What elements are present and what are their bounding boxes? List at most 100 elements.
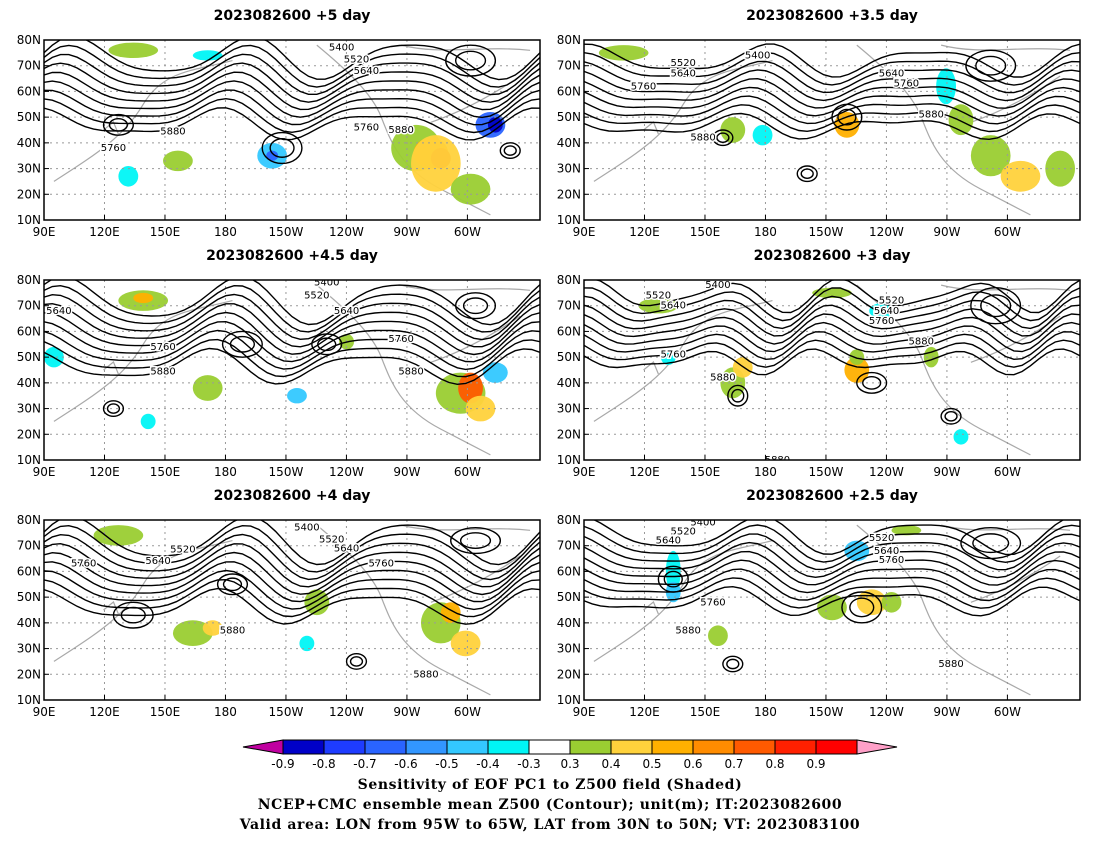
longitude-tick-label: 90W bbox=[933, 465, 960, 479]
longitude-tick-label: 90E bbox=[33, 705, 56, 719]
contour-label: 5640 bbox=[661, 301, 686, 312]
latitude-tick-label: 80N bbox=[17, 513, 41, 527]
longitude-tick-label: 60W bbox=[454, 465, 481, 479]
panel-title: 2023082600 +4 day bbox=[214, 488, 371, 504]
longitude-tick-label: 150E bbox=[150, 705, 181, 719]
contour-label: 5640 bbox=[145, 556, 170, 567]
colorbar-swatch bbox=[856, 739, 898, 755]
longitude-tick-label: 150W bbox=[269, 705, 304, 719]
contour-label: 5400 bbox=[329, 43, 354, 54]
colorbar-swatch bbox=[610, 739, 653, 755]
latitude-tick-label: 20N bbox=[557, 187, 581, 201]
latitude-tick-label: 10N bbox=[17, 213, 41, 227]
contour-label: 5400 bbox=[314, 278, 339, 289]
latitude-tick-label: 70N bbox=[17, 59, 41, 73]
latitude-tick-label: 70N bbox=[557, 539, 581, 553]
longitude-tick-label: 180 bbox=[214, 465, 237, 479]
latitude-tick-label: 50N bbox=[557, 350, 581, 364]
latitude-tick-label: 70N bbox=[17, 299, 41, 313]
contour-label: 5880 bbox=[160, 126, 185, 137]
latitude-tick-label: 10N bbox=[557, 213, 581, 227]
contour-label: 5640 bbox=[874, 306, 899, 317]
longitude-tick-label: 150W bbox=[809, 225, 844, 239]
colorbar-swatch bbox=[405, 739, 448, 755]
contour-label: 5880 bbox=[918, 110, 943, 121]
latitude-tick-label: 10N bbox=[17, 693, 41, 707]
colorbar-swatch bbox=[651, 739, 694, 755]
latitude-tick-label: 20N bbox=[17, 187, 41, 201]
colorbar-swatch bbox=[242, 739, 284, 755]
longitude-tick-label: 150E bbox=[150, 465, 181, 479]
latitude-tick-label: 40N bbox=[17, 376, 41, 390]
latitude-tick-label: 30N bbox=[17, 402, 41, 416]
latitude-tick-label: 10N bbox=[557, 453, 581, 467]
latitude-tick-label: 10N bbox=[557, 693, 581, 707]
latitude-tick-label: 70N bbox=[557, 59, 581, 73]
colorbar-swatch bbox=[569, 739, 612, 755]
longitude-tick-label: 120W bbox=[869, 465, 904, 479]
contour-label: 5760 bbox=[894, 79, 919, 90]
colorbar-swatch bbox=[733, 739, 776, 755]
colorbar-label: 0.8 bbox=[765, 757, 784, 771]
latitude-tick-label: 60N bbox=[17, 84, 41, 98]
longitude-tick-label: 60W bbox=[454, 705, 481, 719]
longitude-tick-label: 60W bbox=[994, 705, 1021, 719]
longitude-tick-label: 150E bbox=[690, 225, 721, 239]
longitude-tick-label: 120E bbox=[89, 225, 120, 239]
grid-lines bbox=[44, 280, 540, 460]
contour-label: 5760 bbox=[71, 559, 96, 570]
contour-label: 5880 bbox=[675, 626, 700, 637]
colorbar-label: -0.7 bbox=[353, 757, 376, 771]
latitude-tick-label: 60N bbox=[557, 564, 581, 578]
contour-label: 5520 bbox=[646, 290, 671, 301]
contour-label: 5520 bbox=[670, 58, 695, 69]
map-panel: 5400552056405760552056405760588058802023… bbox=[17, 488, 541, 719]
colorbar-swatch bbox=[528, 739, 571, 755]
latitude-tick-label: 40N bbox=[17, 136, 41, 150]
latitude-tick-label: 50N bbox=[17, 110, 41, 124]
latitude-tick-label: 20N bbox=[557, 667, 581, 681]
latitude-tick-label: 60N bbox=[557, 324, 581, 338]
colorbar-label: -0.4 bbox=[476, 757, 499, 771]
longitude-tick-label: 90E bbox=[33, 465, 56, 479]
longitude-tick-label: 120W bbox=[869, 225, 904, 239]
latitude-tick-label: 50N bbox=[557, 110, 581, 124]
latitude-tick-label: 20N bbox=[557, 427, 581, 441]
longitude-tick-label: 120W bbox=[869, 705, 904, 719]
contour-label: 5760 bbox=[631, 81, 656, 92]
longitude-tick-label: 90W bbox=[393, 225, 420, 239]
grid-lines bbox=[584, 520, 1080, 700]
contour-label: 5640 bbox=[874, 546, 899, 557]
longitude-tick-label: 120E bbox=[629, 465, 660, 479]
colorbar: -0.9 -0.8 -0.7 -0.6 -0.5 -0.4 -0.3 0.3 0.4 0.5 0.6… bbox=[242, 739, 898, 771]
panel-title: 2023082600 +3.5 day bbox=[746, 8, 918, 24]
contour-label: 5760 bbox=[661, 350, 686, 361]
latitude-tick-label: 40N bbox=[557, 136, 581, 150]
colorbar-swatch bbox=[364, 739, 407, 755]
latitude-tick-label: 40N bbox=[557, 616, 581, 630]
sensitivity-shading bbox=[108, 42, 506, 205]
latitude-tick-label: 20N bbox=[17, 427, 41, 441]
latitude-tick-label: 30N bbox=[557, 402, 581, 416]
contour-label: 5880 bbox=[150, 366, 175, 377]
panel-frame bbox=[583, 519, 1081, 701]
latitude-tick-label: 70N bbox=[17, 539, 41, 553]
longitude-tick-label: 90W bbox=[393, 705, 420, 719]
latitude-tick-label: 40N bbox=[557, 376, 581, 390]
colorbar-swatch bbox=[774, 739, 817, 755]
longitude-tick-label: 90E bbox=[33, 225, 56, 239]
contour-label: 5880 bbox=[710, 373, 735, 384]
longitude-tick-label: 150W bbox=[269, 465, 304, 479]
latitude-tick-label: 30N bbox=[557, 642, 581, 656]
latitude-tick-label: 50N bbox=[557, 590, 581, 604]
longitude-tick-label: 150W bbox=[809, 705, 844, 719]
longitude-tick-label: 120W bbox=[329, 225, 364, 239]
